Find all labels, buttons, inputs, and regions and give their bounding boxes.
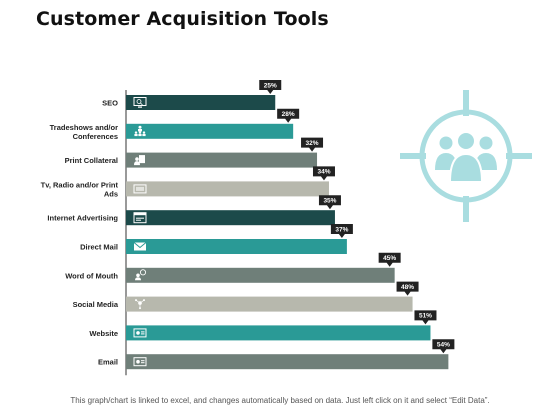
data-label: 32% (306, 140, 319, 147)
data-label-box (301, 137, 324, 152)
data-label-box (396, 281, 419, 296)
website-card-icon (133, 328, 147, 338)
category-label: Tradeshows and/or Conferences (50, 123, 118, 141)
bar (126, 181, 329, 197)
data-label: 51% (419, 313, 432, 320)
data-label-box (312, 166, 335, 181)
data-label: 34% (317, 169, 330, 176)
bar (126, 354, 449, 370)
data-label: 45% (383, 255, 396, 262)
category-label: SEO (102, 99, 118, 108)
category-label: Social Media (73, 300, 119, 309)
bar (126, 267, 395, 283)
bars-layer: SEO 25% Tradeshows and/or Conferences 28% Pri… (41, 80, 455, 370)
bar (126, 239, 347, 254)
bar (126, 152, 318, 168)
data-label: 37% (335, 226, 348, 233)
data-label: 35% (323, 198, 336, 205)
tv-screen-icon (133, 184, 147, 194)
data-label-box (277, 108, 300, 123)
bar (126, 296, 413, 312)
data-label-box (432, 339, 455, 354)
monitor-search-icon (133, 97, 147, 108)
envelope-icon (133, 242, 147, 251)
data-label-box (330, 224, 353, 238)
footer-note: This graph/chart is linked to excel, and… (70, 396, 490, 405)
email-card-icon (133, 357, 147, 367)
person-document-icon (134, 155, 145, 166)
category-label: Website (89, 329, 118, 338)
people-audience-icon (134, 125, 146, 137)
category-label: Email (98, 358, 118, 367)
browser-window-icon (133, 212, 147, 224)
category-label: Word of Mouth (65, 271, 118, 280)
bar (126, 123, 294, 139)
data-label: 48% (401, 284, 414, 291)
data-label: 25% (264, 82, 277, 89)
data-label-box (378, 252, 401, 267)
bar (126, 210, 335, 226)
data-label-box (318, 195, 341, 210)
category-label: Direct Mail (80, 243, 118, 252)
target-audience-icon (400, 90, 532, 222)
page-title: Customer Acquisition Tools (36, 8, 329, 30)
category-label: Tv, Radio and/or Print Ads (41, 180, 119, 198)
bar (126, 95, 276, 110)
person-speech-icon (135, 269, 147, 281)
data-label-box (259, 80, 282, 94)
category-label: Print Collateral (65, 156, 118, 165)
data-label: 54% (437, 342, 450, 349)
social-network-icon (135, 299, 145, 310)
bar (126, 325, 431, 341)
bar-chart: SEO 25% Tradeshows and/or Conferences 28% Pri… (41, 80, 455, 376)
data-label: 28% (282, 111, 295, 118)
data-label-box (414, 310, 437, 325)
category-label: Internet Advertising (47, 214, 118, 223)
